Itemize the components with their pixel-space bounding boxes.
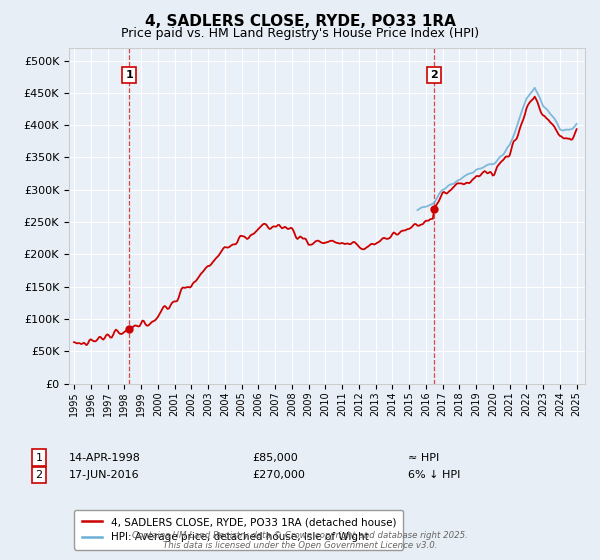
Text: Contains HM Land Registry data © Crown copyright and database right 2025.
This d: Contains HM Land Registry data © Crown c… xyxy=(132,530,468,550)
Legend: 4, SADLERS CLOSE, RYDE, PO33 1RA (detached house), HPI: Average price, detached : 4, SADLERS CLOSE, RYDE, PO33 1RA (detach… xyxy=(74,510,403,549)
Text: 1: 1 xyxy=(125,70,133,80)
Text: 14-APR-1998: 14-APR-1998 xyxy=(69,452,141,463)
Text: £85,000: £85,000 xyxy=(252,452,298,463)
Text: 6% ↓ HPI: 6% ↓ HPI xyxy=(408,470,460,480)
Text: 4, SADLERS CLOSE, RYDE, PO33 1RA: 4, SADLERS CLOSE, RYDE, PO33 1RA xyxy=(145,14,455,29)
Text: 2: 2 xyxy=(35,470,43,480)
Text: 2: 2 xyxy=(430,70,437,80)
Text: Price paid vs. HM Land Registry's House Price Index (HPI): Price paid vs. HM Land Registry's House … xyxy=(121,27,479,40)
Text: £270,000: £270,000 xyxy=(252,470,305,480)
Text: 17-JUN-2016: 17-JUN-2016 xyxy=(69,470,140,480)
Text: 1: 1 xyxy=(35,452,43,463)
Text: ≈ HPI: ≈ HPI xyxy=(408,452,439,463)
